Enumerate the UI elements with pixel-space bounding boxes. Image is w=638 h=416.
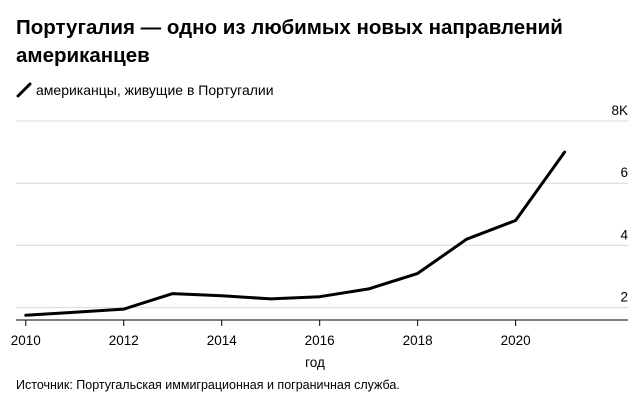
y-tick-label: 6 <box>620 165 628 180</box>
x-tick-label: 2014 <box>207 333 238 348</box>
chart-title: Португалия — одно из любимых новых напра… <box>16 16 563 67</box>
x-tick-label: 2016 <box>305 333 335 348</box>
y-tick-label: 4 <box>620 227 628 242</box>
x-tick-label: 2012 <box>109 333 139 348</box>
x-tick-label: 2020 <box>501 333 531 348</box>
x-axis-title: год <box>305 355 325 370</box>
legend-line-swatch <box>16 82 32 98</box>
series-line <box>24 150 567 317</box>
y-tick-label: 8K <box>611 103 628 118</box>
x-tick-label: 2018 <box>403 333 433 348</box>
legend-label: американцы, живущие в Португалии <box>36 82 274 98</box>
x-tick-label: 2010 <box>11 333 41 348</box>
legend: американцы, живущие в Португалии <box>16 80 274 100</box>
source-note: Источник: Португальская иммиграционная и… <box>16 378 400 392</box>
y-tick-label: 2 <box>620 290 628 305</box>
